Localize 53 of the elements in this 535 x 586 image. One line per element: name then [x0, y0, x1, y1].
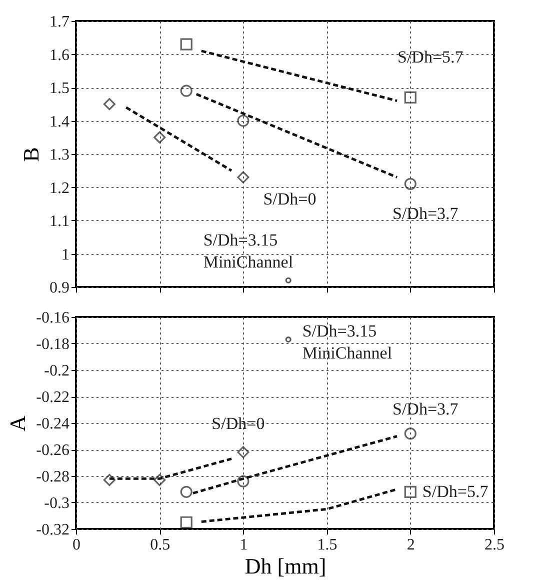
x-tick-label: 2.5	[484, 536, 504, 554]
y-tick-label: 0.9	[50, 280, 70, 296]
x-tick-label: 2	[406, 536, 415, 554]
y-tick-label: -0.16	[36, 310, 70, 326]
point	[180, 84, 192, 97]
point	[404, 486, 416, 498]
point	[285, 336, 292, 343]
x-tick-label: 1.5	[317, 536, 338, 554]
y-tick-label: -0.26	[36, 442, 70, 459]
point	[285, 277, 292, 284]
point	[237, 446, 250, 458]
point	[180, 38, 192, 50]
y-tick-label: 1.3	[50, 146, 70, 164]
x-tick-label: 0.5	[150, 536, 170, 554]
point	[154, 131, 166, 144]
series-label: S/Dh=3.15 MiniChannel	[203, 230, 294, 272]
point	[404, 428, 416, 440]
series-label: S/Dh=5.7	[422, 482, 489, 501]
y-tick-label: 1.2	[50, 180, 70, 197]
point	[180, 516, 192, 528]
y-tick-label: -0.24	[36, 416, 70, 432]
point	[103, 98, 116, 110]
series-label: S/Dh=5.7	[398, 47, 464, 66]
y-axis-title: B	[18, 147, 44, 162]
y-tick-label: -0.22	[36, 389, 70, 406]
point	[404, 178, 416, 190]
x-tick-label: 1	[240, 536, 248, 554]
y-tick-label: 1.6	[50, 46, 70, 64]
point	[103, 474, 116, 486]
point	[237, 475, 250, 488]
series-label: S/Dh=3.7	[392, 400, 459, 419]
y-tick-label: 1.4	[50, 113, 70, 130]
point	[180, 486, 192, 498]
y-tick-label: -0.2	[44, 362, 70, 380]
x-tick-label: 0	[72, 536, 80, 554]
point	[237, 171, 250, 184]
y-tick-label: 1	[62, 246, 70, 264]
y-tick-label: 1.5	[50, 80, 70, 97]
y-tick-label: 1.1	[50, 213, 70, 230]
point	[154, 474, 166, 486]
y-tick-label: -0.32	[36, 522, 70, 538]
x-axis-title: Dh [mm]	[244, 554, 326, 578]
y-tick-label: 1.7	[50, 14, 70, 30]
series-label: S/Dh=3.15 MiniChannel	[302, 322, 392, 363]
y-tick-label: -0.18	[36, 336, 70, 353]
series-label: S/Dh=3.7	[392, 204, 459, 223]
series-label: S/Dh=0	[212, 414, 265, 434]
point	[404, 91, 416, 104]
y-tick-label: -0.28	[36, 468, 70, 486]
y-tick-label: -0.3	[44, 495, 70, 512]
point	[237, 114, 250, 127]
y-axis-title: A	[5, 415, 30, 432]
series-label: S/Dh=0	[263, 189, 316, 208]
